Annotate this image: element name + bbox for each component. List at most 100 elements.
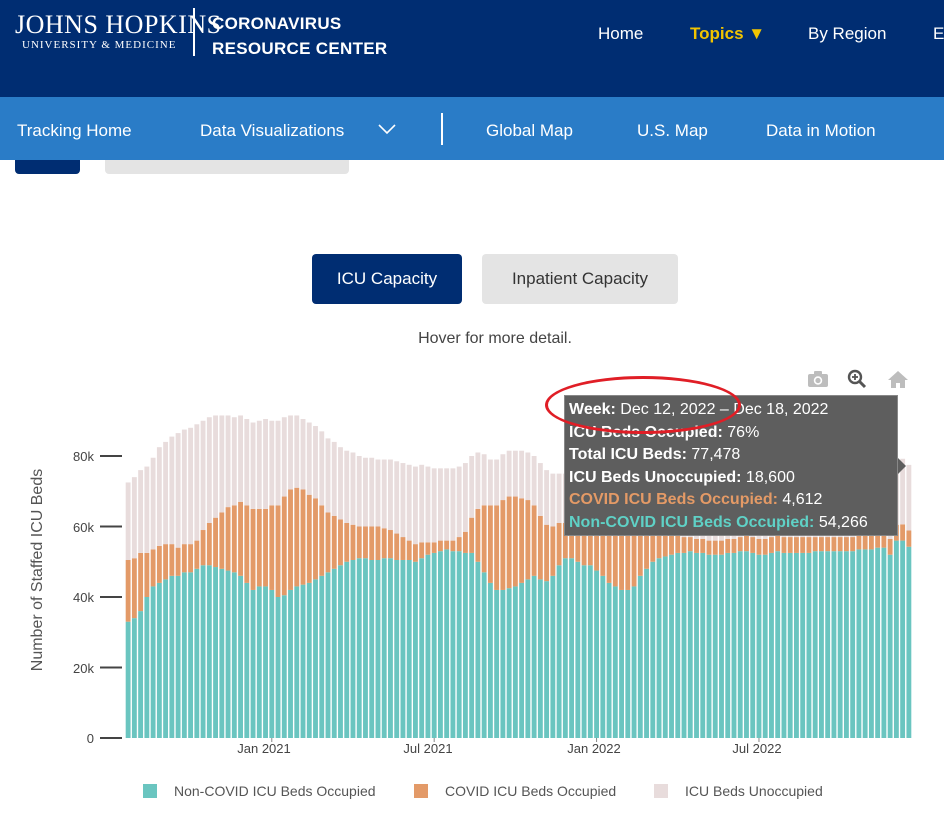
bar-segment-covid[interactable] — [319, 505, 325, 576]
bar-segment-noncovid[interactable] — [594, 570, 600, 738]
bar-segment-unoccupied[interactable] — [238, 415, 243, 502]
bar-segment-covid[interactable] — [437, 540, 443, 552]
site-title[interactable]: CORONAVIRUS RESOURCE CENTER — [212, 11, 387, 61]
bar-segment-unoccupied[interactable] — [263, 418, 268, 509]
bar-segment-noncovid[interactable] — [819, 551, 824, 738]
bar-segment-unoccupied[interactable] — [169, 436, 175, 545]
bar-segment-noncovid[interactable] — [775, 551, 781, 738]
bar-segment-noncovid[interactable] — [750, 552, 756, 738]
bar-segment-covid[interactable] — [394, 533, 400, 560]
bar-segment-unoccupied[interactable] — [275, 420, 281, 506]
bar-segment-noncovid[interactable] — [669, 554, 674, 738]
bar-segment-unoccupied[interactable] — [294, 415, 300, 488]
bar-segment-unoccupied[interactable] — [494, 459, 500, 506]
legend-item-noncovid[interactable]: Non-COVID ICU Beds Occupied — [143, 783, 376, 799]
bar-segment-noncovid[interactable] — [156, 582, 162, 738]
bar-segment-noncovid[interactable] — [425, 554, 431, 738]
bar-segment-noncovid[interactable] — [887, 554, 893, 738]
bar-segment-noncovid[interactable] — [737, 551, 743, 738]
bar-segment-noncovid[interactable] — [413, 561, 418, 738]
bar-segment-noncovid[interactable] — [356, 558, 362, 738]
bar-segment-unoccupied[interactable] — [500, 454, 506, 501]
bar-segment-noncovid[interactable] — [450, 551, 456, 738]
bar-segment-covid[interactable] — [750, 537, 756, 553]
bar-segment-unoccupied[interactable] — [325, 438, 331, 513]
bar-segment-noncovid[interactable] — [131, 618, 137, 738]
bar-segment-covid[interactable] — [506, 496, 512, 589]
subnav-data-in-motion[interactable]: Data in Motion — [766, 121, 876, 140]
bar-segment-noncovid[interactable] — [550, 575, 556, 738]
bar-segment-unoccupied[interactable] — [338, 447, 343, 520]
bar-segment-unoccupied[interactable] — [906, 464, 912, 531]
bar-segment-covid[interactable] — [519, 498, 525, 583]
bar-segment-covid[interactable] — [719, 540, 724, 555]
bar-segment-unoccupied[interactable] — [175, 433, 181, 548]
bar-segment-covid[interactable] — [800, 537, 806, 553]
bar-segment-covid[interactable] — [775, 535, 781, 552]
bar-segment-covid[interactable] — [250, 508, 256, 590]
bar-segment-covid[interactable] — [837, 537, 843, 552]
bar-segment-covid[interactable] — [206, 522, 212, 566]
bar-segment-noncovid[interactable] — [300, 584, 306, 738]
bar-segment-covid[interactable] — [213, 517, 218, 568]
bar-segment-noncovid[interactable] — [537, 579, 543, 739]
bar-segment-noncovid[interactable] — [381, 558, 387, 738]
bar-segment-unoccupied[interactable] — [344, 450, 350, 523]
bar-segment-covid[interactable] — [269, 505, 275, 590]
inpatient-capacity-button[interactable]: Inpatient Capacity — [482, 254, 678, 304]
bar-segment-covid[interactable] — [338, 519, 343, 566]
bar-segment-covid[interactable] — [581, 522, 587, 566]
subnav-data-visualizations[interactable]: Data Visualizations — [200, 121, 345, 140]
nav-truncated-item[interactable]: E — [933, 24, 944, 43]
camera-icon[interactable] — [807, 369, 829, 389]
bar-segment-covid[interactable] — [737, 537, 743, 552]
bar-segment-unoccupied[interactable] — [206, 417, 212, 523]
bar-segment-noncovid[interactable] — [269, 589, 275, 738]
bar-segment-covid[interactable] — [313, 498, 318, 580]
bar-segment-unoccupied[interactable] — [450, 468, 456, 541]
bar-segment-noncovid[interactable] — [506, 588, 512, 738]
bar-segment-unoccupied[interactable] — [425, 466, 431, 543]
bar-segment-covid[interactable] — [131, 558, 137, 619]
bar-segment-covid[interactable] — [887, 538, 893, 555]
bar-segment-covid[interactable] — [231, 505, 237, 573]
bar-segment-unoccupied[interactable] — [131, 477, 137, 559]
scrolled-button-dark[interactable] — [15, 160, 80, 174]
bar-segment-covid[interactable] — [175, 547, 181, 576]
bar-segment-covid[interactable] — [562, 522, 568, 559]
legend-item-covid[interactable]: COVID ICU Beds Occupied — [414, 783, 616, 799]
bar-segment-covid[interactable] — [300, 489, 306, 585]
bar-segment-noncovid[interactable] — [806, 552, 812, 738]
bar-segment-noncovid[interactable] — [419, 558, 425, 738]
bar-segment-covid[interactable] — [381, 528, 387, 559]
bar-segment-noncovid[interactable] — [294, 586, 300, 738]
bar-segment-covid[interactable] — [275, 505, 281, 597]
bar-segment-covid[interactable] — [706, 540, 712, 555]
bar-segment-noncovid[interactable] — [462, 552, 468, 738]
bar-segment-unoccupied[interactable] — [269, 420, 275, 506]
bar-segment-covid[interactable] — [619, 519, 624, 590]
bar-segment-noncovid[interactable] — [481, 572, 487, 738]
bar-segment-covid[interactable] — [188, 544, 194, 573]
bar-segment-unoccupied[interactable] — [306, 422, 312, 495]
bar-segment-noncovid[interactable] — [338, 565, 343, 738]
bar-segment-noncovid[interactable] — [875, 547, 881, 738]
bar-segment-covid[interactable] — [631, 522, 637, 587]
bar-segment-unoccupied[interactable] — [525, 452, 531, 501]
bar-segment-noncovid[interactable] — [825, 551, 831, 738]
bar-segment-covid[interactable] — [856, 535, 862, 550]
bar-segment-noncovid[interactable] — [331, 568, 337, 738]
nav-topics[interactable]: Topics ▼ — [690, 24, 766, 43]
nav-by-region[interactable]: By Region — [808, 24, 887, 43]
bar-segment-covid[interactable] — [769, 537, 774, 553]
bar-segment-noncovid[interactable] — [619, 589, 624, 738]
bar-segment-covid[interactable] — [331, 515, 337, 569]
bar-segment-unoccupied[interactable] — [475, 452, 481, 509]
bar-segment-noncovid[interactable] — [612, 586, 618, 738]
nav-home[interactable]: Home — [598, 24, 644, 43]
bar-segment-unoccupied[interactable] — [281, 417, 287, 497]
bar-segment-noncovid[interactable] — [856, 549, 862, 738]
bar-segment-noncovid[interactable] — [431, 552, 437, 738]
bar-segment-noncovid[interactable] — [868, 549, 874, 738]
bar-segment-covid[interactable] — [244, 505, 250, 583]
